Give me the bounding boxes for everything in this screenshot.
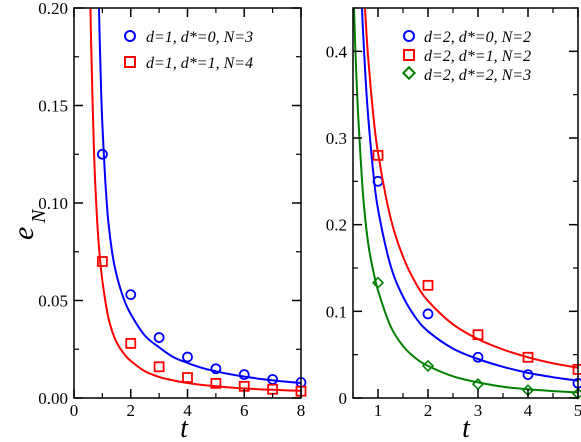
data-point-square [472,329,484,341]
legend-label: d=2, d*=2, N=3 [424,67,531,84]
data-point-circle [472,351,484,363]
y-tick-label: 0.1 [326,302,347,321]
legend-label: d=2, d*=0, N=2 [424,29,531,46]
x-tick-label: 6 [240,401,249,420]
legend-marker-circle [403,30,415,42]
left-axes: 0 2 4 6 8 0.00 0.05 0.10 0.15 0.20 [38,0,305,420]
x-tick-label: 8 [297,401,306,420]
series-fit-line [98,8,301,384]
legend-marker-square [124,56,136,68]
x-tick-label: 2 [424,401,433,420]
y-tick-label: 0.05 [38,292,68,311]
legend-marker-diamond [401,65,417,81]
y-axis-title-subscript: N [28,208,50,224]
data-point-diamond [371,276,385,289]
data-point-square [522,351,534,363]
y-tick-label: 0.2 [326,216,347,235]
data-point-square [96,256,108,267]
left-panel: 0 2 4 6 8 0.00 0.05 0.10 0.15 0.20 d=1, d*=0, N=3… [7,0,307,442]
legend-label: d=2, d*=1, N=2 [424,48,531,65]
data-point-circle [182,351,193,363]
x-tick-label: 2 [127,401,136,420]
x-tick-label: 4 [183,401,192,420]
data-point-square [153,361,165,373]
legend-marker-circle [124,30,136,42]
right-plot-layer [353,8,581,400]
data-point-diamond [571,387,581,400]
x-tick-label: 0 [70,401,79,420]
legend-label: d=1, d*=1, N=4 [146,55,253,72]
x-axis-title: t [180,413,189,442]
data-point-circle [96,148,108,160]
y-tick-label: 0.20 [38,0,68,18]
data-point-diamond [471,378,485,391]
data-point-circle [238,369,250,381]
legend-marker-square [403,49,415,61]
data-point-circle [210,363,222,375]
x-tick-label: 3 [474,401,483,420]
data-point-square [422,279,434,291]
series-fit-line [364,8,578,369]
series-fit-line [361,8,578,382]
y-axis-title-main: e [7,227,40,240]
right-plot-frame [352,7,579,399]
y-tick-label: 0.4 [326,42,348,61]
data-point-square [182,372,193,383]
data-point-diamond [521,384,535,397]
series-fit-line [353,8,578,394]
right-axes: 1 2 3 4 5 0 0.1 0.2 0.3 0.4 [326,7,581,420]
x-tick-label: 5 [574,401,581,420]
data-point-circle [125,289,137,301]
y-tick-label: 0.00 [38,389,68,408]
x-tick-label: 4 [524,401,533,420]
data-point-circle [522,369,534,381]
data-point-circle [153,332,165,343]
y-tick-label: 0.15 [38,97,68,116]
data-point-diamond [421,359,435,373]
series-fit-line [89,8,301,392]
right-legend: d=2, d*=0, N=2 d=2, d*=1, N=2 d=2, d*=2,… [401,29,531,84]
y-tick-label: 0 [339,389,348,408]
right-panel: 1 2 3 4 5 0 0.1 0.2 0.3 0.4 d=2, d*=0, N=2 d=2, d… [326,7,581,442]
x-axis-title: t [462,413,471,442]
data-point-circle [422,308,434,320]
y-axis-title: e N [7,208,50,240]
legend-label: d=1, d*=0, N=3 [146,29,253,46]
x-tick-label: 1 [374,401,383,420]
left-legend: d=1, d*=0, N=3 d=1, d*=1, N=4 [124,29,253,72]
y-tick-label: 0.10 [38,194,68,213]
data-point-square [372,149,384,161]
y-tick-label: 0.3 [326,129,347,148]
data-point-square [210,377,222,389]
data-point-square [125,337,137,349]
